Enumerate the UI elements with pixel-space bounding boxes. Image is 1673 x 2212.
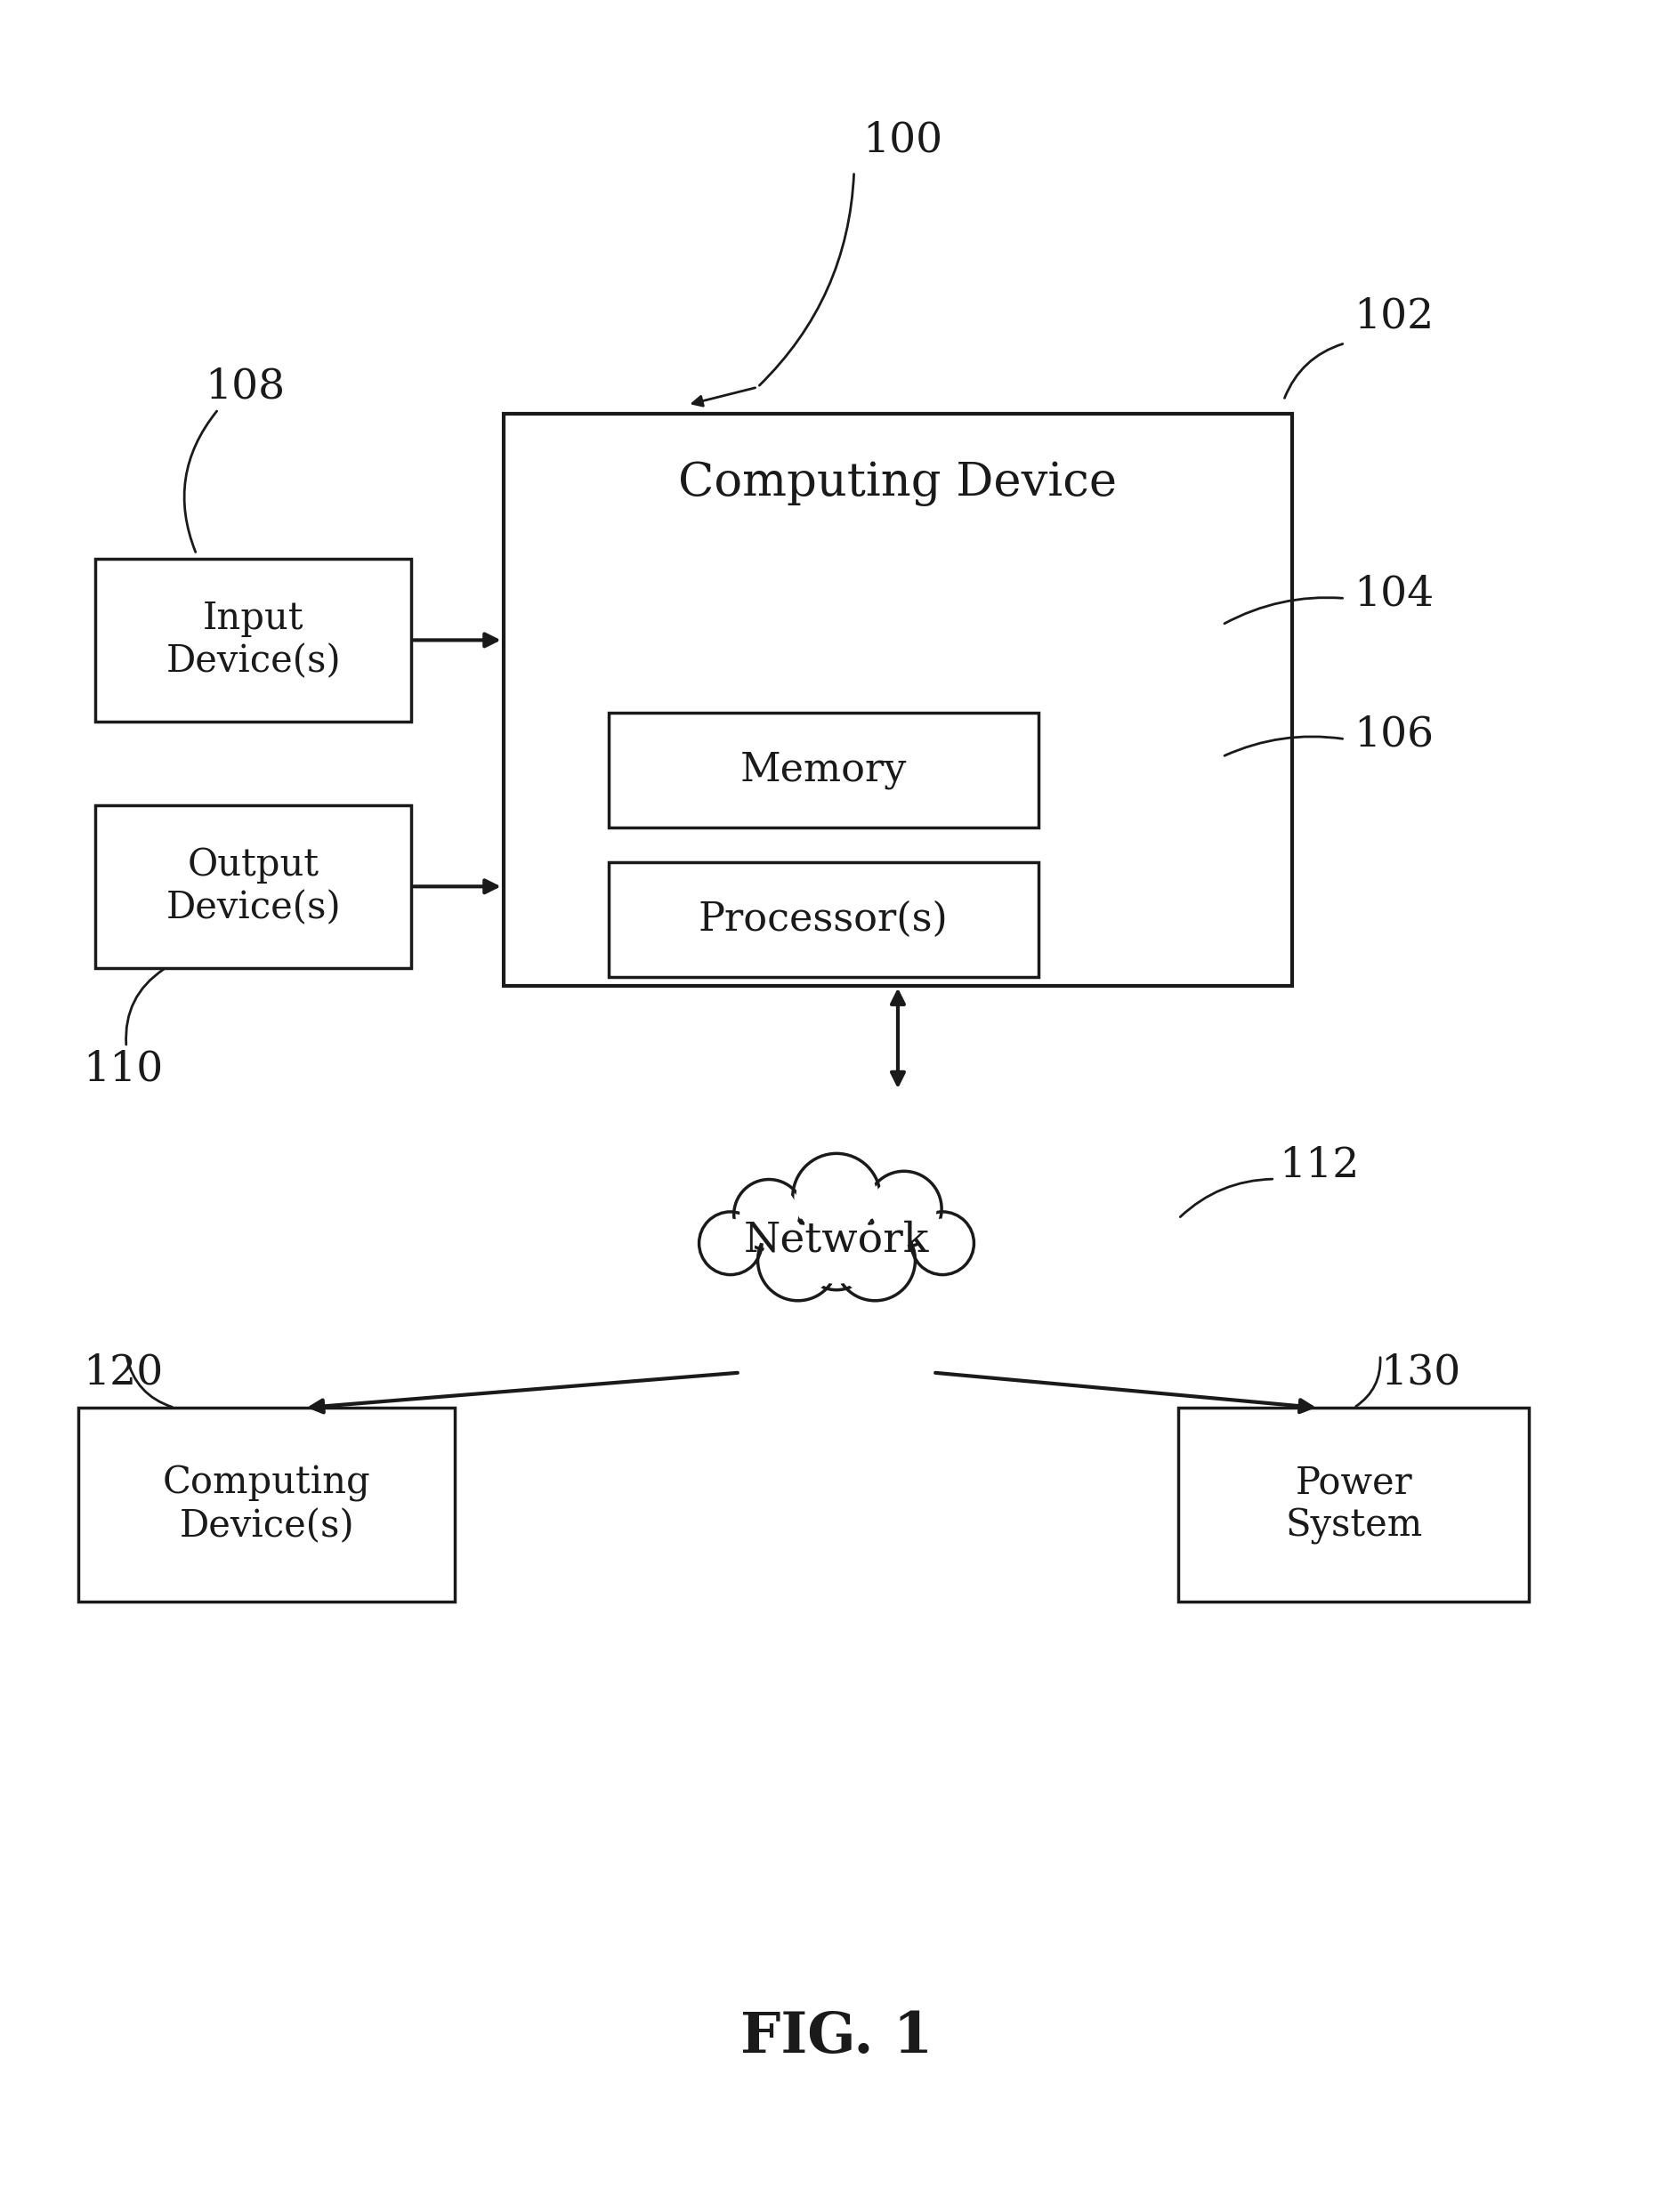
Text: Processor(s): Processor(s) <box>698 900 949 938</box>
Text: 104: 104 <box>1353 573 1434 615</box>
Circle shape <box>918 1219 967 1267</box>
Circle shape <box>796 1157 877 1237</box>
FancyBboxPatch shape <box>79 1407 455 1601</box>
Text: Computing
Device(s): Computing Device(s) <box>162 1464 371 1544</box>
Text: Input
Device(s): Input Device(s) <box>166 599 341 681</box>
Text: 108: 108 <box>206 367 286 407</box>
Text: Memory: Memory <box>739 750 907 790</box>
Text: 100: 100 <box>863 122 944 161</box>
FancyBboxPatch shape <box>95 560 412 721</box>
FancyBboxPatch shape <box>609 863 1039 978</box>
Text: Output
Device(s): Output Device(s) <box>166 847 341 927</box>
Text: 120: 120 <box>82 1352 162 1394</box>
Text: 110: 110 <box>82 1048 162 1088</box>
Text: 106: 106 <box>1353 714 1434 754</box>
Circle shape <box>872 1177 935 1241</box>
Text: 112: 112 <box>1280 1146 1360 1186</box>
Circle shape <box>758 1221 838 1301</box>
Circle shape <box>912 1212 974 1274</box>
Circle shape <box>835 1221 915 1301</box>
Text: 102: 102 <box>1353 296 1434 336</box>
Text: FIG. 1: FIG. 1 <box>739 2011 934 2064</box>
Circle shape <box>734 1179 805 1250</box>
FancyBboxPatch shape <box>609 712 1039 827</box>
Circle shape <box>699 1212 761 1274</box>
FancyBboxPatch shape <box>504 414 1293 987</box>
Circle shape <box>739 1186 798 1243</box>
FancyBboxPatch shape <box>1178 1407 1529 1601</box>
Circle shape <box>763 1225 833 1296</box>
Circle shape <box>808 1225 865 1283</box>
Circle shape <box>793 1152 880 1241</box>
Circle shape <box>867 1170 942 1248</box>
Text: Computing Device: Computing Device <box>679 462 1118 507</box>
Circle shape <box>801 1219 872 1290</box>
Circle shape <box>840 1225 910 1296</box>
Text: 130: 130 <box>1380 1352 1461 1394</box>
FancyBboxPatch shape <box>95 805 412 969</box>
Text: Power
System: Power System <box>1285 1464 1422 1546</box>
Circle shape <box>706 1219 755 1267</box>
Text: Network: Network <box>744 1221 929 1261</box>
